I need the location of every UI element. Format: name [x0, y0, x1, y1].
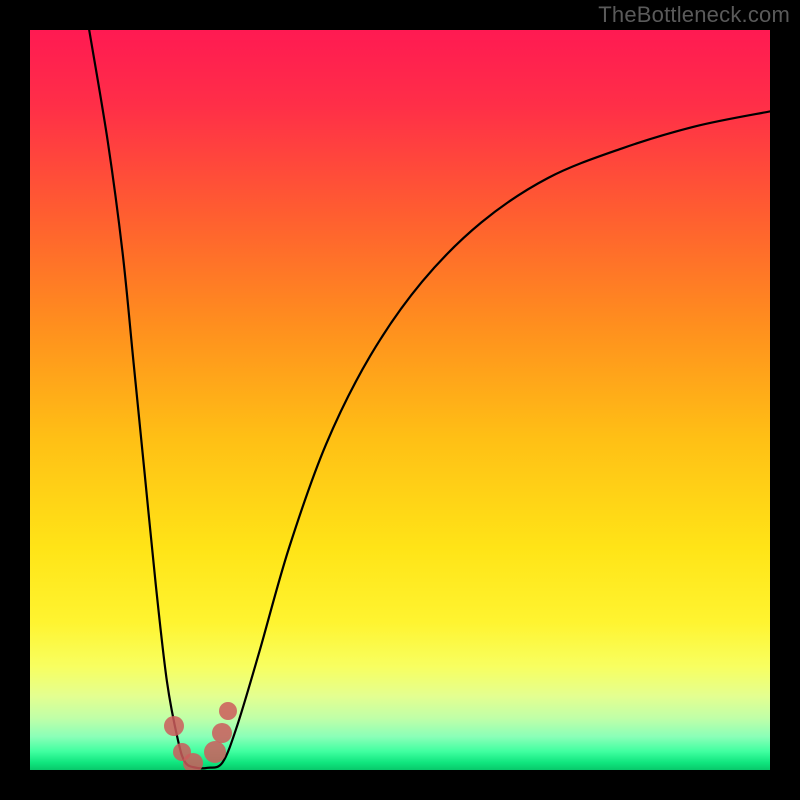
valley-marker: [212, 723, 232, 743]
valley-marker: [183, 753, 203, 770]
watermark-text: TheBottleneck.com: [598, 2, 790, 28]
chart-frame: TheBottleneck.com: [0, 0, 800, 800]
valley-marker: [164, 716, 184, 736]
bottleneck-curve: [30, 30, 770, 770]
valley-marker: [204, 741, 226, 763]
plot-area: [30, 30, 770, 770]
valley-marker: [219, 702, 237, 720]
